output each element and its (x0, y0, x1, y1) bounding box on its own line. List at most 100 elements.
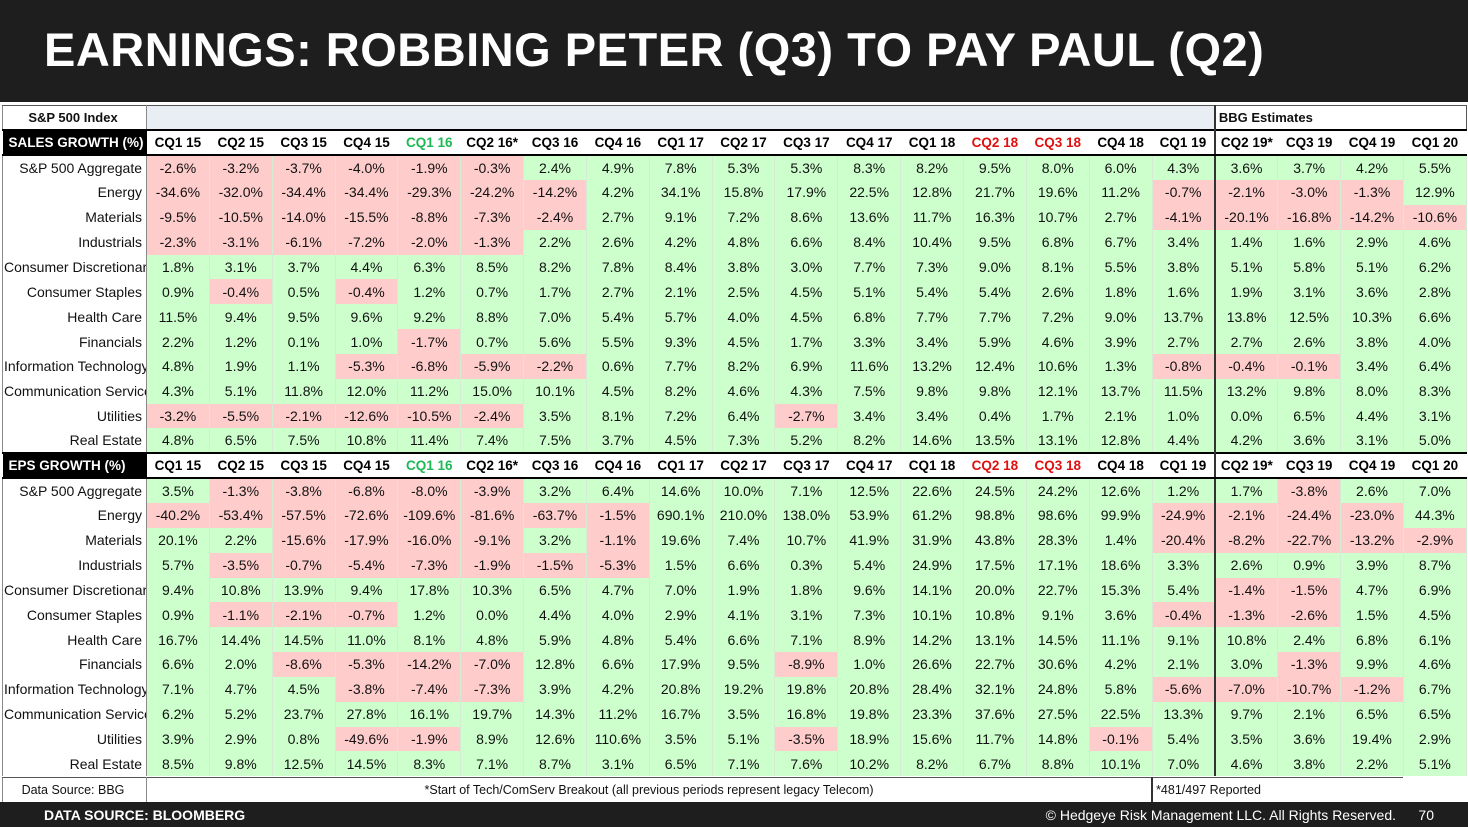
value-cell: -17.9% (335, 527, 399, 553)
value-cell: 16.7% (649, 701, 713, 727)
value-cell: 0.6% (586, 353, 650, 379)
value-cell: 12.6% (1089, 478, 1153, 503)
row-label: Real Estate (2, 751, 147, 777)
value-cell: -0.7% (272, 552, 336, 578)
quarter-header: CQ1 15 (146, 129, 210, 157)
value-cell: 17.9% (649, 652, 713, 677)
value-cell: 3.5% (1213, 726, 1279, 752)
value-cell: 16.8% (774, 701, 839, 727)
value-cell: 5.6% (523, 329, 587, 354)
value-cell: 7.6% (774, 751, 839, 777)
value-cell: 2.1% (1152, 652, 1216, 677)
value-cell: -2.1% (1213, 503, 1279, 528)
row-label: Materials (2, 527, 147, 553)
value-cell: 3.8% (1152, 254, 1216, 280)
value-cell: 4.5% (774, 304, 839, 330)
value-cell: 26.6% (900, 652, 964, 677)
value-cell: 7.8% (586, 254, 650, 280)
value-cell: 9.5% (963, 155, 1027, 181)
value-cell: 2.0% (209, 652, 273, 677)
value-cell: 13.6% (837, 204, 902, 230)
value-cell: 1.8% (1089, 279, 1153, 305)
value-cell: 4.0% (1403, 329, 1467, 354)
value-cell: -0.1% (1089, 726, 1153, 752)
value-cell: 16.7% (146, 627, 210, 653)
value-cell: -3.8% (1277, 478, 1342, 503)
value-cell: -1.9% (460, 552, 525, 578)
value-cell: -81.6% (460, 503, 525, 528)
value-cell: 5.3% (774, 155, 839, 181)
value-cell: -2.1% (272, 403, 336, 429)
copyright-text: © Hedgeye Risk Management LLC. All Right… (1045, 807, 1396, 823)
value-cell: 2.5% (712, 279, 776, 305)
value-cell: 4.5% (649, 428, 713, 454)
quarter-header: CQ2 15 (209, 452, 273, 480)
value-cell: 3.7% (586, 428, 650, 454)
value-cell: 2.8% (1403, 279, 1467, 305)
value-cell: 12.9% (1403, 180, 1467, 205)
value-cell: 0.1% (272, 329, 336, 354)
value-cell: -1.5% (1277, 577, 1342, 603)
value-cell: 8.3% (1403, 378, 1467, 404)
value-cell: 3.5% (649, 726, 713, 752)
value-cell: -8.8% (397, 204, 462, 230)
value-cell: 10.8% (335, 428, 399, 454)
value-cell: -2.0% (397, 229, 462, 255)
value-cell: -1.9% (397, 726, 462, 752)
value-cell: 4.7% (1340, 577, 1404, 603)
value-cell: 3.4% (1340, 353, 1404, 379)
value-cell: 8.1% (397, 627, 462, 653)
value-cell: 13.8% (1213, 304, 1279, 330)
value-cell: 1.0% (837, 652, 902, 677)
value-cell: 5.4% (1152, 577, 1216, 603)
value-cell: 6.6% (1403, 304, 1467, 330)
value-cell: 2.9% (1340, 229, 1404, 255)
value-cell: 12.6% (523, 726, 587, 752)
value-cell: -7.3% (397, 552, 462, 578)
value-cell: 6.6% (712, 627, 776, 653)
value-cell: 2.6% (1277, 329, 1342, 354)
value-cell: -3.7% (272, 155, 336, 181)
value-cell: 4.6% (1026, 329, 1090, 354)
value-cell: 3.1% (586, 751, 650, 777)
row-label: Consumer Staples (2, 602, 147, 628)
table-row: Utilities 3.9% 2.9% 0.8% -49.6% -1.9% 8.9% 12.6… (2, 726, 1467, 752)
value-cell: 5.2% (774, 428, 839, 454)
value-cell: 3.4% (900, 403, 964, 429)
quarter-header: CQ1 16 (397, 129, 461, 157)
value-cell: 2.4% (1277, 627, 1342, 653)
value-cell: 1.9% (1213, 279, 1279, 305)
quarter-header: CQ1 18 (900, 452, 964, 480)
row-label: Health Care (2, 304, 147, 330)
value-cell: 1.3% (1089, 353, 1153, 379)
value-cell: 1.0% (1152, 403, 1216, 429)
value-cell: 15.3% (1089, 577, 1153, 603)
value-cell: 3.8% (1340, 329, 1404, 354)
row-label: Communication Services (2, 378, 147, 404)
quarter-header: CQ3 18 (1026, 129, 1090, 157)
value-cell: 24.8% (1026, 676, 1090, 702)
footer-table: Data Source: BBG *Start of Tech/ComServ … (2, 777, 1466, 803)
value-cell: 13.2% (900, 353, 964, 379)
value-cell: 6.9% (1403, 577, 1467, 603)
page-number: 70 (1418, 807, 1434, 823)
value-cell: 4.4% (1340, 403, 1404, 429)
title-bar: EARNINGS: ROBBING PETER (Q3) TO PAY PAUL… (0, 0, 1468, 102)
value-cell: 4.8% (146, 428, 210, 454)
value-cell: 6.1% (1403, 627, 1467, 653)
quarter-header: CQ1 19 (1152, 452, 1215, 480)
table-row: Consumer Staples 0.9% -0.4% 0.5% -0.4% 1.2% 0.… (2, 279, 1467, 305)
value-cell: -3.9% (460, 478, 525, 503)
value-cell: 14.3% (523, 701, 587, 727)
quarter-header: CQ1 18 (900, 129, 964, 157)
value-cell: 3.3% (1152, 552, 1216, 578)
table-row: Health Care 16.7% 14.4% 14.5% 11.0% 8.1% 4.8% 5… (2, 627, 1467, 653)
value-cell: 12.5% (272, 751, 336, 777)
value-cell: 12.1% (1026, 378, 1090, 404)
value-cell: -12.6% (335, 403, 399, 429)
row-label: Industrials (2, 552, 147, 578)
value-cell: 7.7% (963, 304, 1027, 330)
value-cell: -1.3% (460, 229, 525, 255)
value-cell: 3.1% (1277, 279, 1342, 305)
row-label: S&P 500 Aggregate (2, 155, 147, 181)
